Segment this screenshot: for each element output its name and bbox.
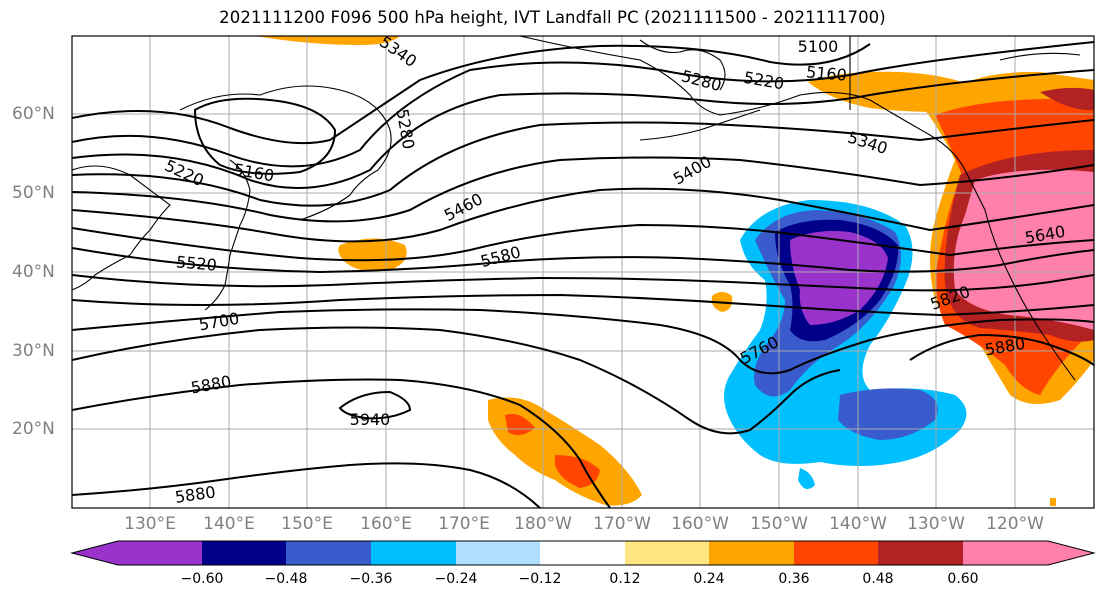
contour-label: 5340 <box>376 32 420 71</box>
colorbar-tick-label: −0.12 <box>518 571 562 587</box>
lon-label-150e: 150°E <box>281 514 333 534</box>
lon-label-150w: 150°W <box>750 514 808 534</box>
lon-label-170w: 170°W <box>593 514 651 534</box>
contour-label: 5460 <box>441 189 486 225</box>
colorbar-tick-label: 0.60 <box>947 571 979 587</box>
contour-label: 5100 <box>798 37 839 56</box>
lon-label-180w: 180°W <box>514 514 572 534</box>
contour-label: 5940 <box>350 410 391 429</box>
contour-label: 5520 <box>175 252 217 274</box>
colorbar-tick-label: 0.24 <box>693 571 725 587</box>
contour-label: 5220 <box>162 156 207 190</box>
contour-label: 5880 <box>189 372 232 398</box>
lon-label-170e: 170°E <box>438 514 490 534</box>
lon-label-130e: 130°E <box>124 514 176 534</box>
lat-label-30n: 30°N <box>12 341 55 361</box>
contour-label: 5160 <box>805 62 847 84</box>
lat-label-40n: 40°N <box>12 262 55 282</box>
lon-label-130w: 130°W <box>907 514 965 534</box>
lon-label-140w: 140°W <box>829 514 887 534</box>
lat-label-50n: 50°N <box>12 183 55 203</box>
lon-label-160e: 160°E <box>360 514 412 534</box>
lat-label-60n: 60°N <box>12 104 55 124</box>
lat-label-20n: 20°N <box>12 419 55 439</box>
lon-label-160w: 160°W <box>671 514 729 534</box>
contour-label: 5340 <box>845 127 890 158</box>
colorbar-tick-label: 0.36 <box>778 571 810 587</box>
height-contours <box>72 41 1094 508</box>
contour-label: 5160 <box>232 160 275 186</box>
colorbar-tick-label: −0.60 <box>180 571 224 587</box>
contour-label: 5700 <box>197 309 240 335</box>
colorbar-tick-label: 0.48 <box>862 571 894 587</box>
colorbar-tick-label: −0.24 <box>434 571 478 587</box>
colorbar-tick-label: 0.12 <box>609 571 641 587</box>
map-frame <box>71 35 1095 509</box>
lon-label-120w: 120°W <box>986 514 1044 534</box>
map-title: 2021111200 F096 500 hPa height, IVT Land… <box>219 8 886 27</box>
lon-label-140e: 140°E <box>203 514 255 534</box>
colorbar-tick-label: −0.48 <box>264 571 308 587</box>
map-panel: 5100 5160 5220 5280 5340 5400 5460 5520 … <box>71 32 1095 509</box>
colorbar-tick-label: −0.36 <box>349 571 393 587</box>
